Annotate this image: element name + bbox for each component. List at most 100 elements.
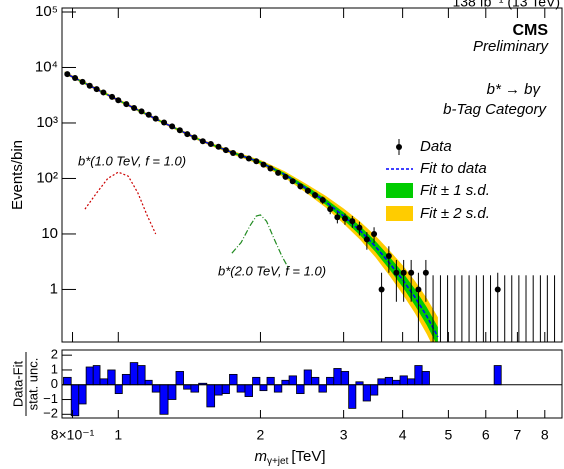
- status: Preliminary: [473, 38, 550, 55]
- ratio-frame: [61, 349, 563, 419]
- residual-bar: [99, 378, 109, 386]
- residual-bar: [370, 384, 379, 396]
- data-point: [109, 93, 116, 100]
- legend-band2: [386, 206, 413, 221]
- residual-bar: [399, 375, 408, 386]
- signal-curve: [231, 214, 290, 270]
- residual-bar: [229, 373, 238, 386]
- residual-bar: [151, 384, 161, 393]
- residual-bar: [252, 376, 261, 386]
- signal-label: b*(2.0 TeV, f = 1.0): [218, 263, 326, 278]
- y-tick-label: 10³: [36, 114, 58, 131]
- data-point: [260, 161, 267, 168]
- data-point: [123, 101, 130, 108]
- residual-bar: [137, 365, 146, 386]
- residual-bar: [288, 375, 297, 386]
- x-tick-label: 5: [444, 427, 452, 443]
- data-point: [145, 111, 152, 118]
- legend-label: Fit ± 2 s.d.: [420, 205, 490, 222]
- x-tick-label: 8×10⁻¹: [51, 427, 95, 443]
- residual-bar: [392, 379, 401, 386]
- x-tick-label: 4: [399, 427, 407, 443]
- residual-bar: [348, 384, 357, 409]
- data-point: [400, 269, 407, 276]
- residual-bar: [384, 376, 394, 386]
- data-point: [289, 178, 296, 185]
- legend-label: Fit to data: [420, 160, 487, 177]
- residual-bar: [296, 384, 305, 395]
- data-point: [415, 286, 422, 293]
- y-tick-label: 10⁵: [35, 3, 58, 20]
- residual-bar: [493, 365, 502, 386]
- data-point: [79, 78, 86, 85]
- y-tick-label: 10²: [36, 169, 58, 186]
- x-tick-label: 2: [257, 427, 265, 443]
- residual-bar: [129, 362, 139, 386]
- ratio-tick-label: 0: [51, 376, 58, 391]
- residual-bar: [326, 376, 335, 386]
- data-point: [304, 187, 311, 194]
- data-point: [378, 286, 385, 293]
- residual-bar: [303, 369, 312, 386]
- data-point: [138, 108, 145, 115]
- data-point: [334, 214, 341, 221]
- legend: Data Fit to data Fit ± 1 s.d. Fit ± 2 s.…: [386, 138, 490, 222]
- data-point: [267, 165, 274, 172]
- data-point: [341, 215, 348, 222]
- data-point: [422, 269, 429, 276]
- residual-bar: [333, 368, 342, 386]
- data-point: [494, 286, 501, 293]
- data-point: [356, 224, 363, 231]
- x-axis-title: mγ+jet [TeV]: [254, 448, 325, 467]
- ratio-tick-label: −2: [43, 406, 58, 421]
- residual-bar: [121, 373, 131, 386]
- main-marks: [64, 71, 556, 342]
- data-point: [169, 123, 176, 130]
- residual-bar: [281, 379, 290, 386]
- residual-bar: [167, 384, 177, 400]
- legend-label: Data: [420, 138, 452, 155]
- x-axis-unit: [TeV]: [291, 448, 325, 465]
- x-axis-subscript: γ+jet: [267, 456, 289, 467]
- data-point: [327, 206, 334, 213]
- y-tick-label: 10⁴: [35, 58, 58, 75]
- data-point: [371, 230, 378, 237]
- legend-band1: [386, 183, 413, 198]
- data-point: [191, 134, 198, 141]
- data-point: [282, 173, 289, 180]
- residual-bar: [311, 376, 320, 386]
- data-point: [93, 86, 100, 93]
- main-frame: [61, 7, 563, 343]
- residual-bar: [421, 371, 430, 386]
- residual-bar: [259, 384, 268, 392]
- residual-bar: [266, 376, 275, 386]
- data-point: [64, 71, 71, 78]
- residual-bar: [244, 384, 253, 397]
- ratio-title-top: Data-Fit: [10, 360, 25, 407]
- residual-bar: [183, 384, 192, 390]
- residual-bar: [92, 365, 101, 386]
- y-tick-label: 1: [50, 280, 58, 297]
- x-axis-symbol: m: [254, 448, 267, 465]
- residual-bar: [377, 378, 386, 386]
- data-point: [222, 147, 229, 154]
- data-point: [408, 269, 415, 276]
- residual-bar: [175, 371, 184, 386]
- legend-data-marker: [396, 144, 402, 150]
- data-point: [297, 183, 304, 190]
- residual-bar: [114, 384, 123, 395]
- residual-bar: [214, 384, 223, 396]
- data-point: [238, 152, 245, 159]
- residual-bar: [273, 384, 283, 393]
- residual-bar: [107, 369, 116, 386]
- data-point: [215, 143, 222, 150]
- residual-bar: [414, 365, 423, 386]
- data-point: [131, 105, 138, 112]
- lumi-label: 138 fb⁻¹ (13 TeV): [452, 0, 560, 10]
- data-point: [275, 169, 282, 176]
- x-tick-label: 3: [340, 427, 348, 443]
- residual-bar: [144, 379, 153, 386]
- y-tick-label: 10: [41, 225, 58, 242]
